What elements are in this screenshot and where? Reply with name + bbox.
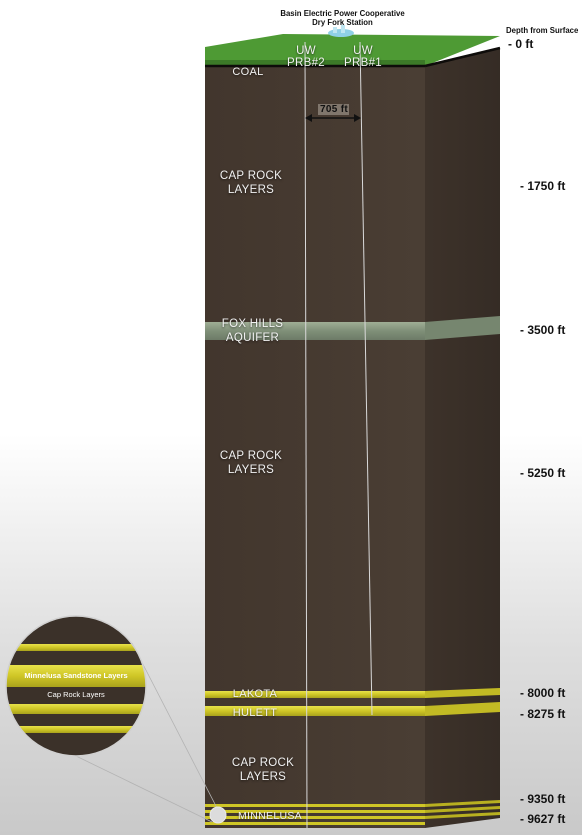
depth-label-9627: - 9627 ft: [520, 812, 566, 826]
layer-label-coal: COAL: [232, 66, 264, 78]
lakota-band: [205, 691, 425, 698]
depth-label-0: - 0 ft: [508, 37, 534, 51]
coal-seam-line-side: [424, 46, 501, 68]
layer-label-cap-rock-1: CAP ROCK LAYERS: [205, 169, 297, 197]
ground-surface: [205, 34, 500, 66]
hulett-band: [205, 706, 425, 716]
hulett-band-side: [425, 702, 500, 716]
minnelusa-bands: [205, 800, 500, 825]
magnifier-ring: [5, 615, 147, 757]
layer-label-lakota: LAKOTA: [232, 688, 278, 700]
fox-hills-aquifer-band: [205, 322, 425, 340]
depth-label-9350: - 9350 ft: [520, 792, 566, 806]
inset-label-cap-rock: Cap Rock Layers: [47, 690, 105, 699]
layer-label-cap-rock-2-line2: LAYERS: [227, 464, 275, 476]
fox-hills-aquifer-band-side: [425, 316, 500, 340]
layer-label-cap-rock-3-line1: CAP ROCK: [231, 757, 295, 769]
well-label-prb1-line2: PRB#1: [344, 57, 382, 69]
well-spacing-arrow: [305, 104, 361, 122]
well-bore-prb2: [304, 41, 308, 829]
well-label-prb2-line2: PRB#2: [287, 57, 325, 69]
station-line-1: Basin Electric Power Cooperative: [280, 9, 405, 18]
column-side-face: [425, 48, 500, 828]
layer-label-cap-rock-3: CAP ROCK LAYERS: [217, 756, 309, 784]
magnifier-target: [209, 806, 227, 824]
depth-label-3500: - 3500 ft: [520, 323, 566, 337]
well-label-prb1-line1: UW: [353, 45, 373, 57]
layer-label-fox-hills-line1: FOX HILLS: [221, 318, 284, 330]
layer-label-cap-rock-2: CAP ROCK LAYERS: [205, 449, 297, 477]
inset-label-sandstone: Minnelusa Sandstone Layers: [24, 671, 128, 680]
layer-label-fox-hills: FOX HILLS AQUIFER: [205, 317, 300, 345]
layer-label-hulett: HULETT: [232, 707, 278, 719]
magnifier-loupe: [6, 616, 146, 756]
power-station-icon: [328, 25, 354, 37]
depth-label-8000: - 8000 ft: [520, 686, 566, 700]
magnifier-leader-bottom: [75, 755, 213, 823]
well-bore-prb1: [359, 41, 373, 716]
well-spacing-label: 705 ft: [320, 104, 348, 115]
well-label-prb2-line1: UW: [296, 45, 316, 57]
station-line-2: Dry Fork Station: [312, 18, 373, 27]
column-front-face: [205, 66, 425, 828]
station-name: Basin Electric Power Cooperative Dry For…: [270, 9, 415, 27]
layer-label-cap-rock-1-line2: LAYERS: [227, 184, 275, 196]
layer-label-cap-rock-2-line1: CAP ROCK: [219, 450, 283, 462]
layer-label-cap-rock-3-line2: LAYERS: [239, 771, 287, 783]
well-label-prb2: UW PRB#2: [285, 45, 327, 69]
depth-axis-title: Depth from Surface: [506, 26, 579, 35]
depth-label-1750: - 1750 ft: [520, 179, 566, 193]
depth-label-5250: - 5250 ft: [520, 466, 566, 480]
ground-surface-front-edge: [205, 60, 425, 66]
layer-label-minnelusa: MINNELUSA: [238, 810, 302, 822]
layer-label-cap-rock-1-line1: CAP ROCK: [219, 170, 283, 182]
magnifier-leader-top: [131, 642, 219, 811]
layer-label-fox-hills-line2: AQUIFER: [225, 332, 280, 344]
well-label-prb1: UW PRB#1: [342, 45, 384, 69]
lakota-band-side: [425, 688, 500, 698]
depth-label-8275: - 8275 ft: [520, 707, 566, 721]
